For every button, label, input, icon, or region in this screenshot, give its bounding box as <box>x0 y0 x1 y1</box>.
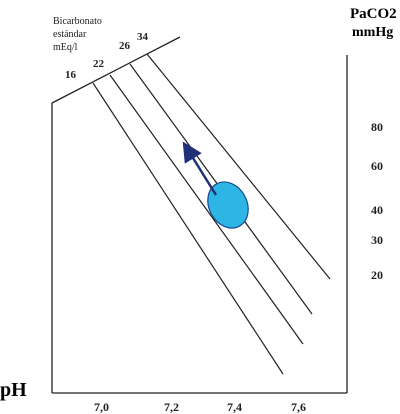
isopleth-22-line <box>109 74 304 345</box>
bicarbonate-title-line3: mEq/l <box>53 42 78 53</box>
paco2-tick-60: 60 <box>371 159 383 173</box>
paco2-tick-40: 40 <box>371 203 383 217</box>
isopleth-16-line <box>92 82 284 375</box>
ph-tick-7-4: 7,4 <box>227 400 242 414</box>
isopleth-label-34: 34 <box>137 31 149 43</box>
bicarbonate-title-line2: estándar <box>53 29 87 40</box>
isopleth-34-line <box>146 53 331 280</box>
bicarbonate-title-line1: Bicarbonato <box>53 16 102 27</box>
isopleth-label-22: 22 <box>93 58 105 70</box>
paco2-title-line2: mmHg <box>352 25 393 40</box>
paco2-tick-20: 20 <box>371 268 383 282</box>
paco2-tick-30: 30 <box>371 233 383 247</box>
isopleth-label-16: 16 <box>65 69 77 81</box>
ph-title: pH <box>0 379 27 401</box>
ph-tick-7-0: 7,0 <box>94 400 109 414</box>
ph-tick-7-2: 7,2 <box>164 400 179 414</box>
trend-arrow <box>182 141 218 196</box>
isopleth-label-26: 26 <box>119 40 131 52</box>
bicarbonate-scale-line <box>51 36 181 104</box>
ph-tick-7-6: 7,6 <box>291 400 306 414</box>
paco2-tick-80: 80 <box>371 120 383 134</box>
patient-zone-ellipse <box>207 181 249 229</box>
paco2-title-line1: PaCO2 <box>350 6 397 22</box>
